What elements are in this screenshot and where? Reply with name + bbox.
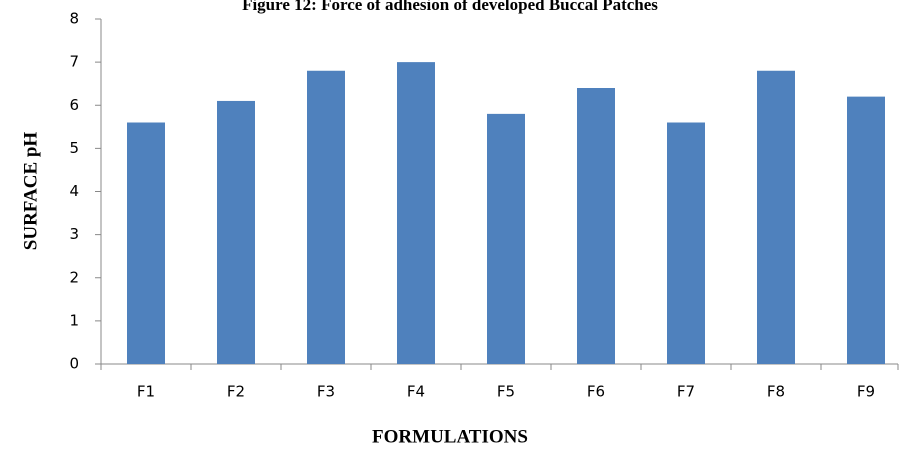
y-tick-label: 0 [69, 355, 79, 373]
x-tick-label: F5 [497, 383, 515, 401]
x-tick-label: F9 [857, 383, 875, 401]
x-tick-label: F4 [407, 383, 425, 401]
bar [757, 70, 795, 364]
bar [307, 70, 345, 364]
y-axis-label: SURFACE pH [20, 132, 41, 251]
x-tick-label: F2 [227, 383, 245, 401]
bar [577, 88, 615, 364]
x-tick-label: F8 [767, 383, 785, 401]
x-tick-label: F1 [137, 383, 155, 401]
bar [847, 96, 885, 364]
bar [667, 122, 705, 364]
y-tick-label: 6 [69, 96, 79, 114]
chart-title: Figure 12: Force of adhesion of develope… [242, 0, 658, 14]
x-tick-label: F6 [587, 383, 605, 401]
y-tick-label: 2 [69, 268, 79, 286]
y-tick-label: 5 [69, 139, 79, 157]
y-tick-label: 8 [69, 10, 79, 28]
x-axis-label: FORMULATIONS [372, 426, 528, 447]
y-tick-label: 1 [69, 311, 79, 329]
y-tick-label: 4 [69, 182, 79, 200]
bar [487, 113, 525, 364]
bar [397, 62, 435, 364]
bar [127, 122, 165, 364]
y-tick-label: 7 [69, 53, 79, 71]
bar [217, 100, 255, 364]
y-tick-label: 3 [69, 225, 79, 243]
x-tick-label: F7 [677, 383, 695, 401]
x-tick-label: F3 [317, 383, 335, 401]
